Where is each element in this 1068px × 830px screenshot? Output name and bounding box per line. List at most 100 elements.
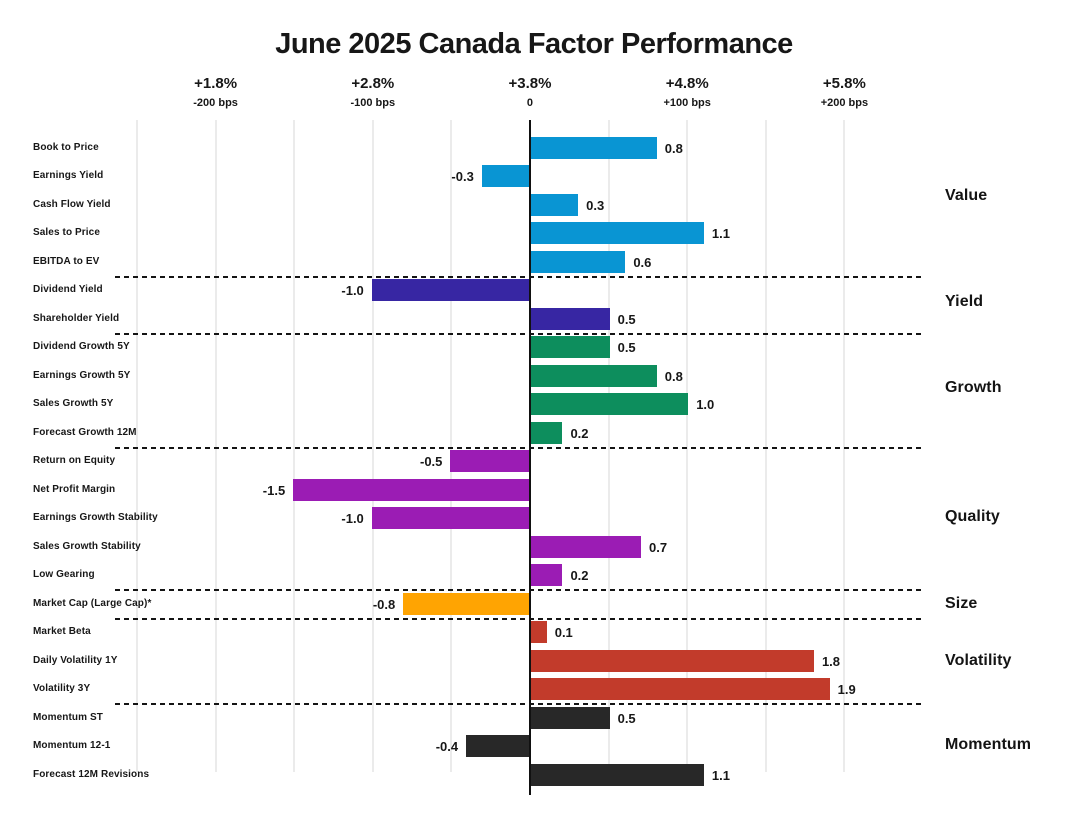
group-label-momentum: Momentum: [945, 736, 1032, 753]
axis-tick-bps: -200 bps: [193, 97, 238, 109]
factor-bar: [371, 507, 529, 530]
axis-tick-bps: -100 bps: [350, 97, 396, 109]
factor-value-label: -0.3: [451, 169, 474, 185]
group-label-volatility: Volatility: [945, 652, 1012, 669]
factor-bar: [531, 193, 579, 216]
axis-tick-1: +2.8% -100 bps: [350, 76, 395, 109]
factor-value-label: 0.1: [554, 625, 573, 641]
factor-value-label: 1.8: [821, 653, 841, 669]
factor-bar: [531, 678, 830, 701]
factor-label: Sales to Price: [33, 227, 100, 239]
axis-tick-percent: +3.8%: [508, 75, 552, 92]
group-separator-dashed-line: [115, 589, 925, 591]
factor-value-label: 0.3: [586, 197, 605, 213]
gridline: [371, 120, 374, 772]
axis-tick-0: +1.8% -200 bps: [193, 76, 238, 109]
factor-bar: [531, 336, 610, 359]
factor-label: Market Cap (Large Cap)*: [33, 597, 152, 609]
factor-label: Earnings Yield: [33, 170, 104, 182]
factor-bar: [531, 621, 547, 644]
factor-label: Sales Growth 5Y: [33, 398, 114, 410]
factor-bar: [403, 592, 529, 615]
factor-bar: [450, 450, 529, 473]
factor-value-label: -0.5: [419, 454, 443, 470]
axis-tick-3: +4.8% +100 bps: [663, 76, 710, 109]
factor-value-label: 0.7: [649, 539, 668, 555]
factor-label: Volatility 3Y: [33, 683, 91, 695]
factor-value-label: 0.5: [617, 340, 636, 356]
factor-value-label: 0.5: [617, 710, 636, 726]
group-label-yield: Yield: [945, 293, 984, 310]
factor-value-label: 1.1: [711, 767, 730, 783]
factor-value-label: 0.2: [570, 425, 589, 441]
factor-bar: [466, 735, 529, 758]
factor-value-label: 0.5: [617, 311, 636, 327]
group-separator-dashed-line: [115, 276, 925, 278]
chart-title: June 2025 Canada Factor Performance: [275, 28, 793, 60]
factor-value-label: 1.1: [711, 226, 730, 242]
group-separator-dashed-line: [115, 618, 925, 620]
factor-label: Shareholder Yield: [33, 312, 120, 324]
gridline: [843, 120, 846, 772]
factor-bar: [531, 307, 610, 330]
group-label-growth: Growth: [945, 379, 1002, 396]
factor-label: Daily Volatility 1Y: [33, 654, 118, 666]
gridline: [136, 120, 138, 772]
factor-value-label: -1.0: [341, 511, 364, 527]
factor-label: Low Gearing: [33, 569, 95, 581]
factor-value-label: 0.8: [664, 368, 683, 384]
factor-label: Dividend Growth 5Y: [33, 341, 130, 353]
factor-label: EBITDA to EV: [33, 255, 100, 267]
factor-value-label: -1.5: [262, 482, 286, 498]
factor-bar: [531, 222, 704, 245]
zero-axis-line: [529, 120, 531, 795]
factor-value-label: -0.4: [435, 739, 459, 755]
gridline: [214, 120, 217, 772]
factor-value-label: 1.0: [696, 397, 715, 413]
gridline: [764, 120, 767, 772]
factor-label: Sales Growth Stability: [33, 540, 141, 552]
axis-tick-4: +5.8% +200 bps: [821, 76, 868, 109]
factor-bar: [531, 649, 814, 672]
factor-bar: [531, 564, 563, 587]
factor-label: Earnings Growth 5Y: [33, 369, 131, 381]
factor-label: Net Profit Margin: [33, 483, 116, 495]
factor-bar: [531, 763, 704, 786]
factor-value-label: 0.6: [633, 254, 652, 270]
factor-bar: [531, 421, 563, 444]
group-separator-dashed-line: [115, 703, 925, 705]
factor-label: Earnings Growth Stability: [33, 512, 158, 524]
factor-label: Momentum ST: [33, 711, 103, 723]
factor-value-label: 0.2: [570, 568, 589, 584]
factor-label: Momentum 12-1: [33, 740, 111, 752]
factor-bar: [371, 279, 529, 302]
group-separator-dashed-line: [115, 447, 925, 449]
factor-bar: [481, 165, 529, 188]
gridline: [293, 120, 296, 772]
gridline: [607, 120, 610, 772]
factor-label: Forecast 12M Revisions: [33, 768, 150, 780]
axis-tick-2: +3.8% 0: [509, 76, 552, 109]
factor-value-label: -1.0: [341, 283, 364, 299]
factor-bar: [531, 364, 657, 387]
group-label-quality: Quality: [945, 508, 1000, 525]
axis-tick-bps: 0: [526, 97, 534, 109]
factor-label: Forecast Growth 12M: [33, 426, 137, 438]
factor-bar: [531, 250, 626, 273]
factor-label: Book to Price: [33, 142, 99, 153]
gridline: [450, 120, 453, 772]
axis-tick-percent: +5.8%: [822, 75, 866, 92]
factor-bar: [531, 393, 689, 416]
group-label-value: Value: [945, 187, 988, 204]
factor-value-label: 0.8: [664, 141, 683, 156]
factor-bar: [531, 535, 642, 558]
axis-tick-percent: +1.8%: [194, 75, 238, 92]
factor-value-label: -0.8: [372, 596, 396, 612]
axis-tick-bps: +200 bps: [820, 97, 869, 109]
factor-bar: [293, 478, 529, 501]
factor-label: Dividend Yield: [33, 284, 103, 296]
factor-bar: [531, 706, 610, 729]
factor-value-label: 1.9: [837, 682, 856, 698]
factor-label: Cash Flow Yield: [33, 198, 111, 210]
